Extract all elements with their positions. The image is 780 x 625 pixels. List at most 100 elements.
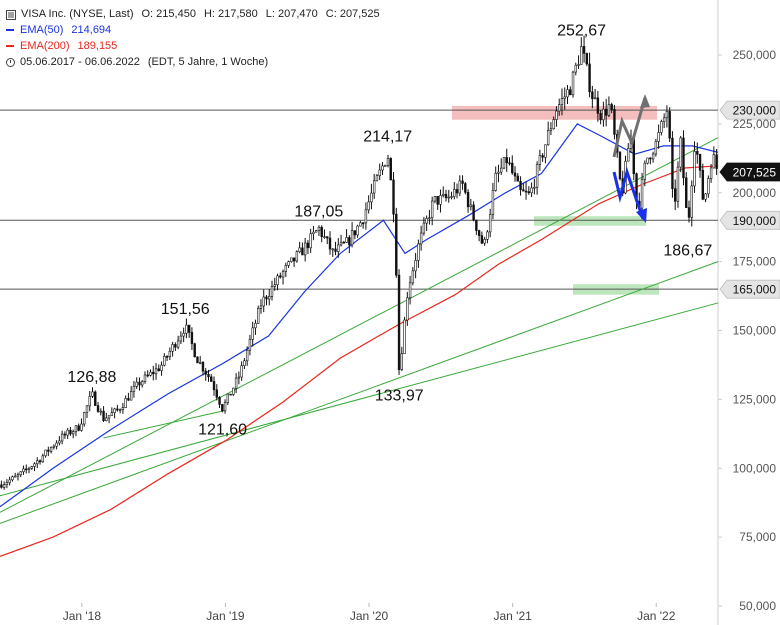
candle-body	[199, 362, 202, 364]
peak-annotation: 133,97	[375, 388, 424, 405]
menu-icon[interactable]	[6, 9, 16, 20]
candle-body	[207, 373, 210, 378]
candle-body	[331, 248, 334, 251]
candle-body	[673, 188, 677, 202]
candle-body	[135, 381, 138, 387]
candle-body	[381, 165, 384, 171]
candle-body	[193, 343, 196, 358]
candle-body	[676, 166, 680, 202]
legend-ema50-row: EMA(50) 214,694	[6, 22, 380, 38]
candle-body	[544, 144, 547, 158]
candle-body	[682, 137, 685, 179]
candle-body	[80, 423, 83, 431]
candle-body	[693, 151, 696, 187]
candle-body	[549, 128, 553, 131]
candle-body	[367, 201, 370, 211]
candle-body	[16, 474, 20, 477]
candle-body	[237, 376, 241, 379]
candle-body	[397, 274, 401, 370]
candle-body	[593, 97, 597, 100]
candle-body	[157, 368, 160, 372]
candle-body	[422, 222, 426, 234]
candle-body	[607, 104, 611, 116]
candle-body	[306, 242, 310, 249]
x-tick-label: Jan '22	[637, 609, 676, 623]
candle-body	[455, 189, 459, 194]
candle-body	[0, 484, 3, 488]
candle-body	[245, 349, 249, 362]
candle-body	[171, 344, 174, 352]
candle-body	[102, 410, 105, 421]
candle-body	[643, 162, 647, 180]
candle-body	[715, 154, 718, 169]
ema50-line	[0, 123, 719, 508]
candle-body	[240, 365, 243, 378]
candle-body	[433, 196, 437, 202]
candle-body	[538, 155, 542, 165]
candle-body	[107, 415, 111, 419]
level-axis-tag: 190,000	[719, 210, 780, 230]
candle-body	[425, 218, 428, 224]
candle-body	[662, 117, 666, 122]
candle-body	[395, 213, 398, 276]
candle-body	[312, 231, 315, 234]
candle-body	[469, 204, 473, 208]
ohlc-close: C: 207,525	[325, 8, 380, 20]
x-tick-label: Jan '20	[350, 609, 389, 623]
candle-body	[696, 151, 699, 155]
candle-body	[375, 175, 379, 182]
candle-body	[5, 482, 9, 485]
candle-body	[110, 412, 114, 416]
candle-body	[298, 247, 301, 253]
candle-body	[127, 398, 130, 401]
candle-body	[83, 412, 86, 425]
candle-body	[229, 393, 232, 396]
candle-body	[276, 275, 279, 286]
candle-body	[185, 324, 188, 334]
candle-body	[320, 226, 323, 237]
candle-body	[301, 247, 304, 256]
candle-body	[141, 381, 144, 386]
candle-body	[613, 109, 616, 135]
clock-icon	[6, 57, 15, 67]
candle-body	[541, 155, 544, 158]
candle-body	[292, 257, 296, 262]
candle-body	[36, 460, 39, 465]
level-axis-tag-label: 230,000	[733, 104, 777, 118]
level-axis-tag-label: 190,000	[733, 214, 777, 228]
ohlc-high: H: 217,580	[203, 8, 258, 20]
candle-body	[257, 308, 260, 324]
candle-body	[679, 137, 682, 168]
candle-body	[182, 332, 185, 337]
candle-body	[488, 214, 492, 233]
candle-body	[458, 180, 461, 194]
candle-body	[254, 322, 257, 329]
candle-body	[364, 209, 368, 224]
scenario-up-arrow	[612, 97, 647, 158]
candle-body	[687, 207, 691, 218]
candle-body	[546, 130, 550, 146]
candle-body	[77, 425, 80, 431]
candle-body	[508, 162, 511, 165]
candle-body	[378, 169, 381, 177]
candle-body	[179, 335, 183, 342]
ohlc-open: O: 215,450	[141, 8, 196, 20]
candle-body	[281, 271, 285, 278]
candle-body	[444, 193, 448, 199]
candle-body	[201, 362, 205, 372]
level-axis-tag: 230,000	[719, 100, 780, 120]
candle-body	[160, 364, 163, 372]
candle-body	[190, 332, 194, 345]
candle-body	[314, 230, 318, 233]
candle-body	[284, 265, 288, 272]
candle-body	[124, 398, 127, 408]
trendline	[0, 302, 719, 497]
scenario-down-arrowhead	[636, 208, 647, 223]
y-tick-label: 150,000	[733, 324, 777, 338]
candle-body	[519, 180, 522, 191]
candle-body	[295, 251, 299, 262]
candle-body	[640, 179, 644, 209]
y-tick-label: 175,000	[733, 255, 777, 269]
candle-body	[411, 270, 415, 284]
scenario-down-arrow	[612, 166, 645, 220]
